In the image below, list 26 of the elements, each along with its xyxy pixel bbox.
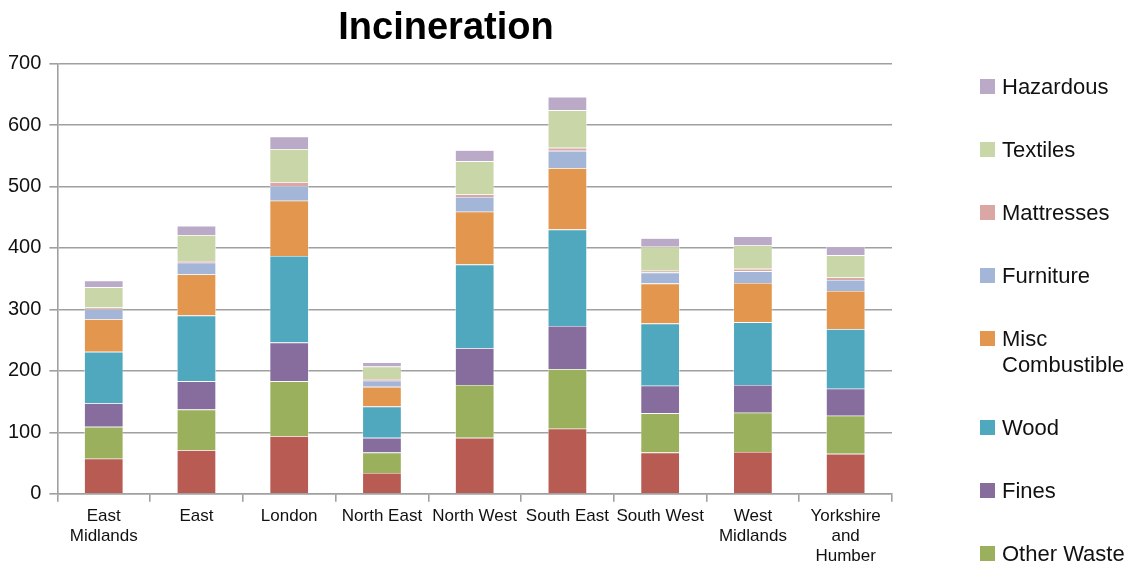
y-tick-label: 400 [7,235,42,258]
chart-title: Incineration [338,5,554,48]
y-tick-label: 700 [7,51,42,74]
legend-label: Hazardous [1002,74,1109,100]
legend-label: Textiles [1002,137,1076,163]
legend-label: Mattresses [1002,200,1110,226]
legend-label: Other Waste [1002,541,1125,567]
x-tick-label: East [179,505,214,525]
x-tick-label: London [260,505,318,525]
legend-label: Fines [1002,478,1056,504]
x-tick-label: Yorkshire and Humber [810,505,881,566]
y-tick-label: 100 [7,419,42,442]
x-tick-label: North East [341,505,423,525]
x-tick-label: South West [616,505,705,525]
y-tick-label: 0 [30,481,42,504]
y-tick-label: 200 [7,358,42,381]
x-tick-label: West Midlands [718,505,787,546]
y-tick-label: 500 [7,174,42,197]
legend-label: Wood [1002,415,1060,441]
y-tick-label: 600 [7,112,42,135]
legend-label: Furniture [1002,263,1091,289]
x-tick-label: East Midlands [69,505,138,546]
x-tick-label: North West [432,505,518,525]
legend-label: Misc Combustible [1002,326,1126,378]
y-tick-label: 300 [7,296,42,319]
x-tick-label: South East [525,505,610,525]
